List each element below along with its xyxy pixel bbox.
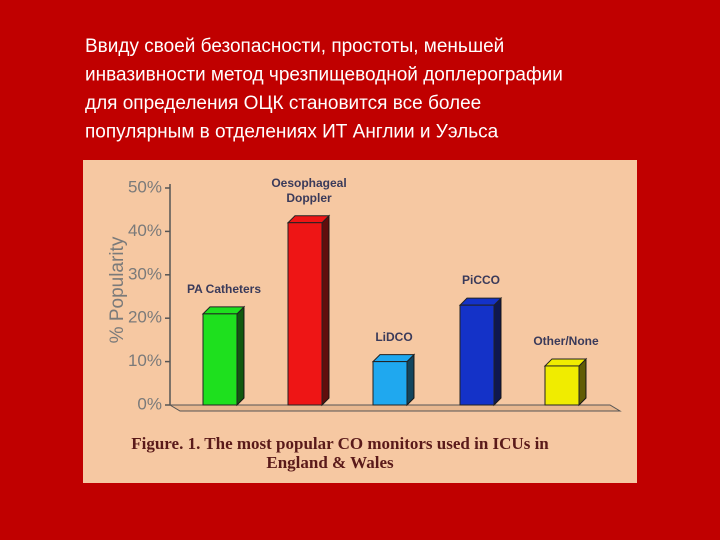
category-label: Other/None <box>533 333 599 348</box>
y-tick-label: 20% <box>128 308 162 327</box>
y-tick-label: 40% <box>128 221 162 240</box>
category-label: Oesophageal Doppler <box>271 175 347 205</box>
bar <box>287 222 323 406</box>
category-label: PiCCO <box>461 273 500 288</box>
bar-top <box>371 354 416 363</box>
caption: England & Wales <box>266 453 394 472</box>
y-tick-label: 0% <box>137 394 162 413</box>
bar <box>459 304 495 406</box>
bar-shade <box>407 354 414 405</box>
bar-top <box>458 297 503 306</box>
bar-top <box>286 215 331 224</box>
bar-top <box>201 306 246 315</box>
y-tick-label: 10% <box>128 351 162 370</box>
slide-text: для определения ОЦК становится все более <box>85 93 481 114</box>
floor <box>168 404 622 412</box>
y-axis-label: % Popularity <box>107 236 128 343</box>
category-label: LiDCO <box>375 329 413 344</box>
slide-text: инвазивности метод чрезпищеводной доплер… <box>85 65 563 86</box>
bar-shade <box>579 358 586 405</box>
bar-shade <box>322 215 329 405</box>
y-tick-label: 30% <box>128 264 162 283</box>
chart-panel <box>83 160 637 483</box>
slide-text: Ввиду своей безопасности, простоты, мень… <box>85 36 504 57</box>
caption: Figure. 1. The most popular CO monitors … <box>131 434 549 453</box>
bar-shade <box>494 298 501 405</box>
bar-top <box>543 358 588 367</box>
category-label: PA Catheters <box>186 281 262 296</box>
y-tick-label: 50% <box>128 177 162 196</box>
bar <box>202 313 238 406</box>
bar <box>372 361 408 406</box>
slide-text: популярным в отделениях ИТ Англии и Уэль… <box>85 122 499 143</box>
bar <box>544 365 580 406</box>
bar-shade <box>237 306 244 405</box>
